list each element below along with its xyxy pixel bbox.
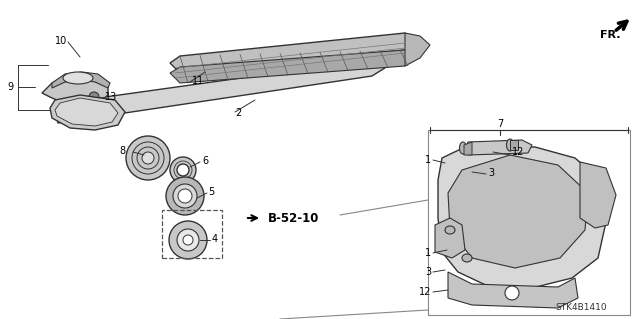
Text: 9: 9 [7, 82, 13, 92]
Text: 13: 13 [105, 92, 117, 102]
Circle shape [166, 177, 204, 215]
Text: 11: 11 [192, 76, 204, 86]
Circle shape [173, 184, 197, 208]
Polygon shape [438, 147, 608, 288]
Circle shape [169, 221, 207, 259]
Text: 12: 12 [512, 147, 524, 157]
Polygon shape [42, 74, 108, 105]
Polygon shape [465, 140, 532, 155]
Polygon shape [435, 218, 465, 258]
Polygon shape [448, 155, 588, 268]
Ellipse shape [462, 254, 472, 262]
Text: 10: 10 [55, 36, 67, 46]
Polygon shape [55, 60, 388, 123]
Text: 8: 8 [119, 146, 125, 156]
Polygon shape [55, 98, 118, 126]
Polygon shape [510, 140, 518, 150]
Ellipse shape [63, 72, 93, 84]
Text: B-52-10: B-52-10 [268, 211, 319, 225]
Polygon shape [170, 33, 415, 73]
Text: 6: 6 [202, 156, 208, 166]
Ellipse shape [460, 142, 467, 154]
Polygon shape [580, 162, 616, 228]
Circle shape [183, 235, 193, 245]
Ellipse shape [445, 226, 455, 234]
Polygon shape [405, 33, 430, 66]
Circle shape [505, 286, 519, 300]
Text: 2: 2 [235, 108, 241, 118]
Circle shape [178, 189, 192, 203]
Polygon shape [50, 95, 125, 130]
Text: 4: 4 [212, 234, 218, 244]
Text: STK4B1410: STK4B1410 [555, 303, 607, 313]
Polygon shape [170, 50, 415, 83]
Text: FR.: FR. [600, 30, 621, 40]
Circle shape [126, 136, 170, 180]
Circle shape [89, 92, 99, 102]
Polygon shape [464, 142, 472, 155]
Text: 3: 3 [425, 267, 431, 277]
Text: 7: 7 [497, 119, 503, 129]
Text: 5: 5 [208, 187, 214, 197]
Text: 12: 12 [419, 287, 431, 297]
Text: 1: 1 [425, 248, 431, 258]
Polygon shape [52, 72, 110, 88]
Circle shape [177, 164, 189, 176]
Circle shape [177, 229, 199, 251]
Ellipse shape [506, 139, 513, 151]
Circle shape [142, 152, 154, 164]
Text: 3: 3 [488, 168, 494, 178]
Circle shape [170, 157, 196, 183]
Bar [162, 210, 222, 258]
Text: 1: 1 [425, 155, 431, 165]
Polygon shape [448, 272, 578, 308]
